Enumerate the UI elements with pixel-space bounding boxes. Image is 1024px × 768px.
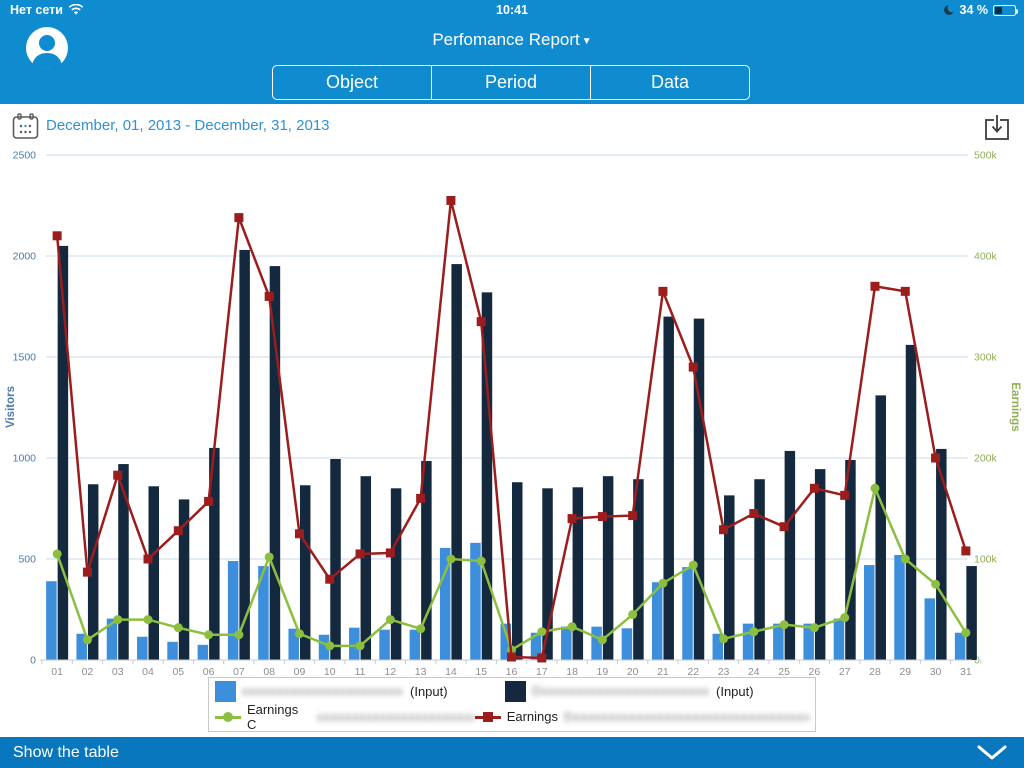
tab-period[interactable]: Period: [431, 66, 590, 99]
svg-text:15: 15: [475, 666, 487, 678]
svg-text:500: 500: [18, 554, 36, 566]
svg-text:0: 0: [30, 655, 36, 667]
legend-label: (Input): [716, 683, 754, 699]
svg-text:17: 17: [536, 666, 548, 678]
svg-text:400k: 400k: [974, 251, 998, 263]
show-table-bar[interactable]: Show the table: [0, 737, 1024, 768]
tab-data[interactable]: Data: [590, 66, 749, 99]
svg-text:06: 06: [203, 666, 215, 678]
date-toolbar: December, 01, 2013 - December, 31, 2013: [0, 104, 1024, 144]
clock: 10:41: [496, 3, 528, 17]
svg-text:02: 02: [82, 666, 94, 678]
legend-redacted-text: xxxxxxxxxxxxxxxxxxxxxxxxxx: [317, 709, 475, 724]
svg-text:2500: 2500: [13, 150, 37, 162]
svg-text:10: 10: [324, 666, 336, 678]
legend-item-earnings-green[interactable]: Earnings C xxxxxxxxxxxxxxxxxxxxxxxxxx: [215, 702, 475, 732]
svg-text:23: 23: [718, 666, 730, 678]
chart-legend: xxxxxxxxxxxxxxxxxxxxxxxxxxxx (Input) Dxx…: [208, 677, 816, 732]
svg-text:13: 13: [415, 666, 427, 678]
legend-label: Earnings C: [246, 701, 299, 732]
svg-text:29: 29: [899, 666, 911, 678]
legend-label: Earnings: [506, 709, 558, 724]
segmented-control: Object Period Data: [272, 65, 750, 100]
svg-text:28: 28: [869, 666, 881, 678]
svg-text:04: 04: [142, 666, 154, 678]
svg-text:25: 25: [778, 666, 790, 678]
svg-text:08: 08: [263, 666, 275, 678]
svg-text:05: 05: [172, 666, 184, 678]
svg-text:1500: 1500: [13, 352, 37, 364]
svg-text:300k: 300k: [974, 352, 998, 364]
svg-text:01: 01: [51, 666, 63, 678]
legend-swatch-navy: [505, 680, 526, 702]
svg-text:16: 16: [506, 666, 518, 678]
wifi-icon: [68, 4, 84, 15]
battery-icon: [993, 4, 1018, 16]
legend-item-visitors-input-2[interactable]: Dxxxxxxxxxxxxxxxxxxxxxxxxxxxxx (Input): [505, 680, 754, 702]
svg-text:200k: 200k: [974, 453, 998, 465]
svg-text:27: 27: [839, 666, 851, 678]
legend-marker-green-line: [215, 710, 241, 724]
page-title[interactable]: Perfomance Report ▼: [432, 30, 592, 49]
performance-chart: 0 0 500 100k 1000 200k 1500 300k 2000 400k 2500 500…: [5, 150, 1021, 679]
svg-text:0: 0: [974, 655, 980, 667]
chevron-down-icon[interactable]: [976, 744, 1008, 761]
svg-text:22: 22: [687, 666, 699, 678]
title-dropdown-arrow-icon: ▼: [581, 36, 592, 47]
legend-redacted-text: Dxxxxxxxxxxxxxxxxxxxxxxxxxxxxxxxxxxxxxxx…: [564, 709, 809, 724]
svg-text:500k: 500k: [974, 150, 998, 162]
svg-text:12: 12: [384, 666, 396, 678]
svg-text:20: 20: [627, 666, 639, 678]
svg-text:31: 31: [960, 666, 972, 678]
legend-redacted-text: Dxxxxxxxxxxxxxxxxxxxxxxxxxxxxx: [532, 684, 710, 698]
header: Нет сети 10:41 34 %: [0, 0, 1024, 104]
date-range-label[interactable]: December, 01, 2013 - December, 31, 2013: [46, 117, 330, 134]
svg-text:03: 03: [112, 666, 124, 678]
svg-text:21: 21: [657, 666, 669, 678]
avatar[interactable]: [25, 26, 69, 70]
svg-text:26: 26: [809, 666, 821, 678]
legend-item-visitors-input-1[interactable]: xxxxxxxxxxxxxxxxxxxxxxxxxxxx (Input): [215, 680, 505, 702]
legend-redacted-text: xxxxxxxxxxxxxxxxxxxxxxxxxxxx: [242, 684, 404, 698]
moon-icon: [943, 4, 955, 15]
battery-percent: 34 %: [959, 3, 989, 17]
carrier-label: Нет сети: [10, 3, 63, 17]
svg-text:2000: 2000: [13, 251, 37, 263]
svg-text:Earnings: Earnings: [1009, 382, 1021, 431]
tab-object[interactable]: Object: [325, 72, 379, 92]
legend-swatch-light-blue: [215, 680, 236, 702]
download-icon[interactable]: [982, 112, 1012, 142]
svg-text:100k: 100k: [974, 554, 998, 566]
calendar-icon[interactable]: [12, 113, 39, 140]
show-table-label: Show the table: [13, 743, 119, 761]
legend-label: (Input): [410, 683, 448, 699]
svg-text:09: 09: [294, 666, 306, 678]
svg-text:30: 30: [930, 666, 942, 678]
svg-text:1000: 1000: [13, 453, 37, 465]
svg-text:14: 14: [445, 666, 457, 678]
svg-text:19: 19: [597, 666, 609, 678]
legend-item-earnings-red[interactable]: Earnings Dxxxxxxxxxxxxxxxxxxxxxxxxxxxxxx…: [474, 709, 809, 724]
status-bar: Нет сети 10:41 34 %: [0, 0, 1024, 20]
svg-text:18: 18: [566, 666, 578, 678]
svg-text:Visitors: Visitors: [5, 386, 17, 428]
svg-text:07: 07: [233, 666, 245, 678]
legend-marker-red-line: [474, 710, 501, 724]
svg-text:11: 11: [355, 666, 366, 678]
svg-text:24: 24: [748, 666, 760, 678]
